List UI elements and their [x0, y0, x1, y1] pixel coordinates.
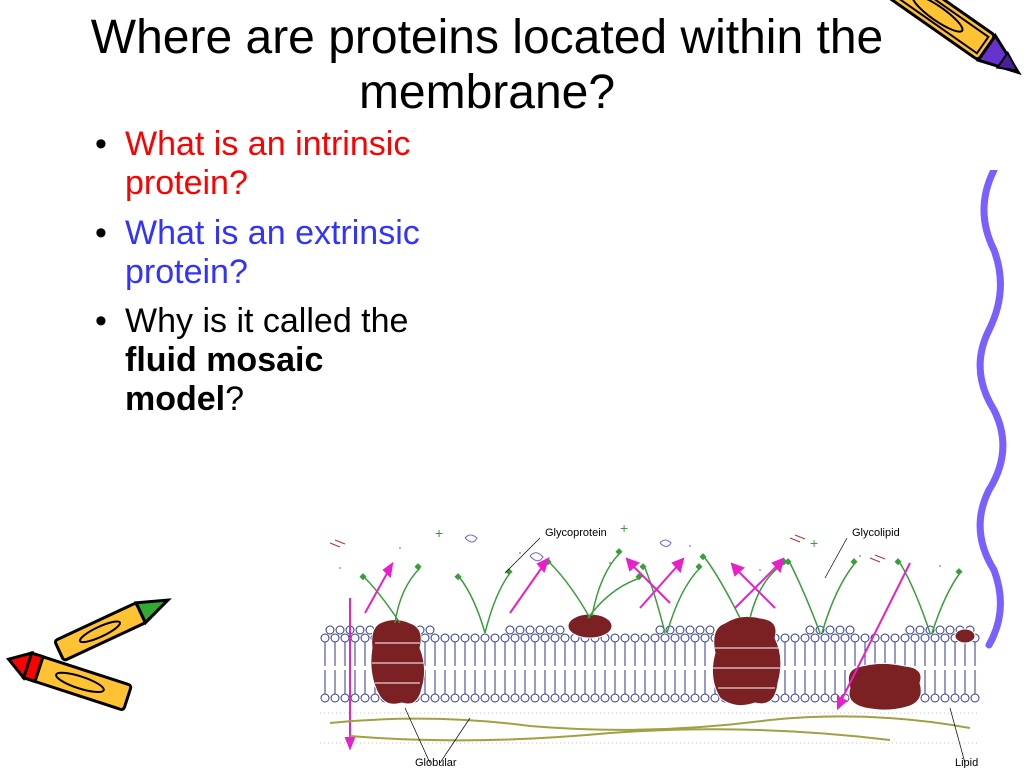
- svg-text:+: +: [435, 525, 443, 541]
- b3-suffix: ?: [225, 380, 244, 418]
- svg-text:+: +: [620, 520, 628, 536]
- bullet-list: What is an intrinsic protein? What is an…: [0, 120, 420, 419]
- b3-prefix: Why is it called the: [125, 302, 408, 340]
- bullet-extrinsic: What is an extrinsic protein?: [95, 214, 420, 292]
- membrane-diagram: + + +: [310, 508, 1024, 768]
- bullet-fluid-mosaic: Why is it called the fluid mosaic model?: [95, 302, 420, 419]
- label-lipid: Lipid: [955, 757, 978, 768]
- label-glycoprotein: Glycoprotein: [545, 527, 607, 539]
- label-glycolipid: Glycolipid: [852, 527, 900, 539]
- slide-title: Where are proteins located within the me…: [0, 0, 1024, 120]
- label-globular: Globular: [415, 757, 457, 768]
- svg-text:+: +: [810, 535, 818, 551]
- bullet-intrinsic: What is an intrinsic protein?: [95, 125, 420, 203]
- crayon-group-icon: [5, 593, 195, 733]
